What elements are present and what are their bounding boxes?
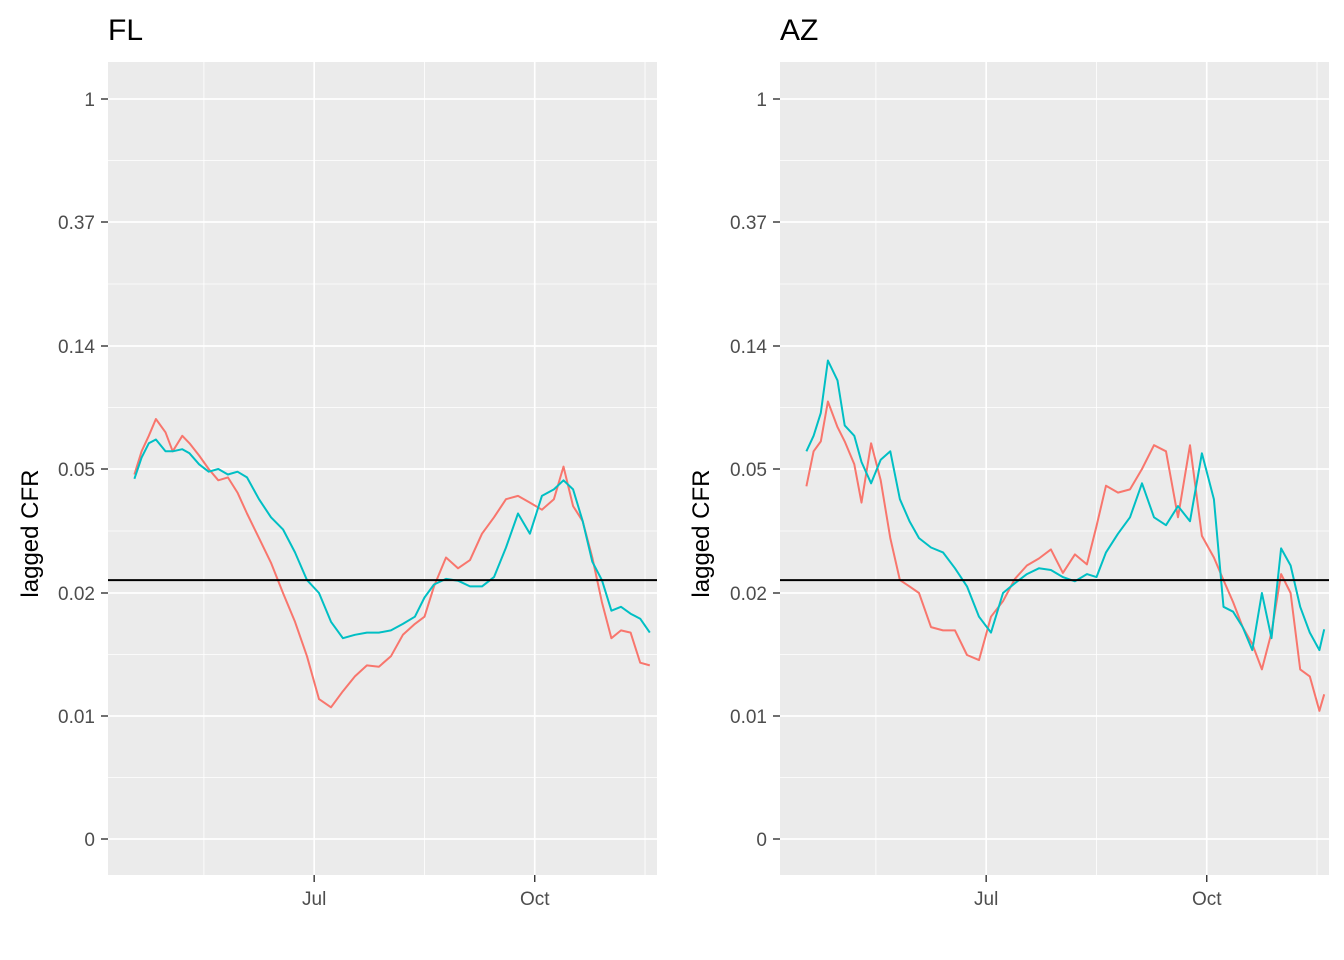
- panel-fl: 0 0.01 0.02 0.05 0.14 0.37 1 Jul Oct FL lagged CFR: [17, 14, 657, 910]
- y-tick-label: 0.37: [58, 213, 95, 234]
- panel-title: AZ: [780, 14, 818, 47]
- y-tick-label: 0.37: [730, 213, 767, 234]
- y-tick-label: 0.05: [58, 460, 95, 481]
- y-tick-label: 0.14: [58, 337, 95, 358]
- x-tick-label: Jul: [302, 889, 326, 910]
- series-line-2: [133, 438, 651, 640]
- x-tick-label: Jul: [974, 889, 998, 910]
- panel-title: FL: [108, 14, 143, 47]
- y-tick-label: 0.01: [58, 707, 95, 728]
- y-tick-label: 1: [756, 90, 767, 111]
- y-axis-label: lagged CFR: [688, 470, 715, 598]
- y-tick-label: 0.01: [730, 707, 767, 728]
- y-tick-label: 1: [84, 90, 95, 111]
- y-tick-label: 0.14: [730, 337, 767, 358]
- y-tick-label: 0.02: [58, 584, 95, 605]
- y-tick-label: 0: [756, 830, 767, 851]
- y-tick-label: 0.02: [730, 584, 767, 605]
- series-line-1: [133, 418, 651, 709]
- series-line-1: [805, 400, 1326, 712]
- x-tick-label: Oct: [1192, 889, 1222, 910]
- x-tick-label: Oct: [520, 889, 550, 910]
- y-tick-label: 0: [84, 830, 95, 851]
- series-line-2: [805, 359, 1326, 652]
- panel-az: 0 0.01 0.02 0.05 0.14 0.37 1 Jul Oct AZ lagged CFR: [688, 14, 1329, 910]
- y-axis-label: lagged CFR: [17, 470, 44, 598]
- y-tick-label: 0.05: [730, 460, 767, 481]
